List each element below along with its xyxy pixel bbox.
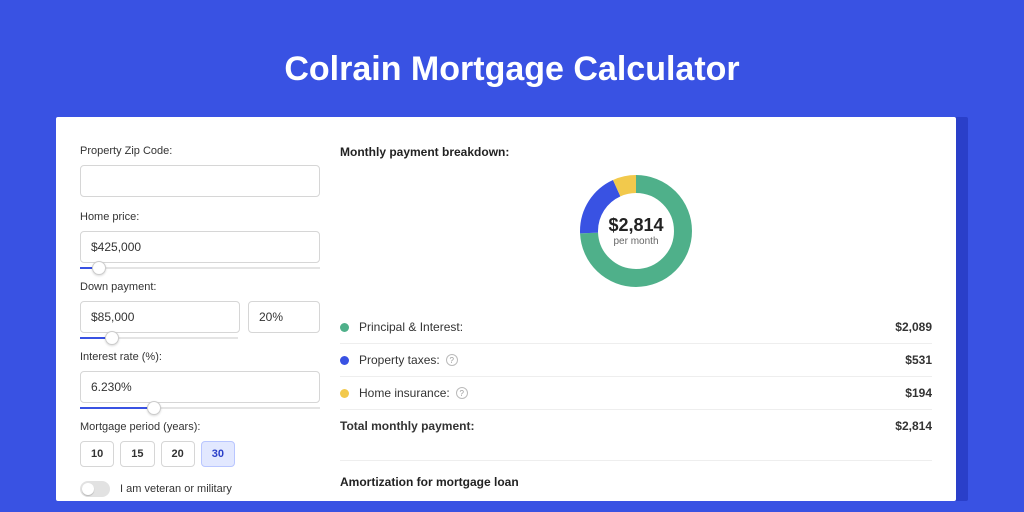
- veteran-toggle[interactable]: [80, 481, 110, 497]
- amortization-text: Amortization for a mortgage loan refers …: [340, 499, 932, 501]
- calculator-card: Property Zip Code: Home price: Down paym…: [56, 117, 956, 501]
- form-panel: Property Zip Code: Home price: Down paym…: [80, 145, 320, 501]
- zip-label: Property Zip Code:: [80, 145, 320, 157]
- period-button-15[interactable]: 15: [120, 441, 154, 467]
- interest-slider[interactable]: [80, 401, 320, 415]
- period-button-10[interactable]: 10: [80, 441, 114, 467]
- legend-dot: [340, 356, 349, 365]
- period-button-20[interactable]: 20: [161, 441, 195, 467]
- period-field: Mortgage period (years): 1015 2030: [80, 421, 320, 467]
- legend-value: $531: [905, 353, 932, 367]
- legend-row: Home insurance:?$194: [340, 377, 932, 410]
- breakdown-panel: Monthly payment breakdown: $2,814 per mo…: [340, 145, 932, 501]
- period-button-30[interactable]: 30: [201, 441, 235, 467]
- legend-total-row: Total monthly payment: $2,814: [340, 410, 932, 442]
- donut-wrap: $2,814 per month: [340, 169, 932, 293]
- total-value: $2,814: [895, 419, 932, 433]
- legend: Principal & Interest:$2,089Property taxe…: [340, 311, 932, 410]
- home-price-label: Home price:: [80, 211, 320, 223]
- home-price-slider[interactable]: [80, 261, 320, 275]
- legend-row: Principal & Interest:$2,089: [340, 311, 932, 344]
- legend-value: $2,089: [895, 320, 932, 334]
- down-payment-label: Down payment:: [80, 281, 320, 293]
- veteran-row: I am veteran or military: [80, 481, 320, 497]
- toggle-knob: [82, 483, 94, 495]
- down-payment-input[interactable]: [80, 301, 240, 333]
- interest-label: Interest rate (%):: [80, 351, 320, 363]
- home-price-input[interactable]: [80, 231, 320, 263]
- info-icon[interactable]: ?: [446, 354, 458, 366]
- zip-input[interactable]: [80, 165, 320, 197]
- donut-sub: per month: [613, 236, 658, 247]
- amortization-title: Amortization for mortgage loan: [340, 475, 932, 489]
- amortization-section: Amortization for mortgage loan Amortizat…: [340, 460, 932, 501]
- veteran-label: I am veteran or military: [120, 483, 232, 495]
- interest-input[interactable]: [80, 371, 320, 403]
- legend-label: Property taxes:?: [359, 353, 905, 367]
- down-payment-slider[interactable]: [80, 331, 238, 345]
- home-price-field: Home price:: [80, 211, 320, 275]
- down-payment-pct-input[interactable]: [248, 301, 320, 333]
- legend-label: Home insurance:?: [359, 386, 905, 400]
- legend-value: $194: [905, 386, 932, 400]
- interest-field: Interest rate (%):: [80, 351, 320, 415]
- breakdown-title: Monthly payment breakdown:: [340, 145, 932, 159]
- donut-amount: $2,814: [608, 215, 663, 236]
- period-label: Mortgage period (years):: [80, 421, 320, 433]
- legend-dot: [340, 389, 349, 398]
- total-label: Total monthly payment:: [340, 419, 895, 433]
- payment-donut-chart: $2,814 per month: [574, 169, 698, 293]
- zip-field: Property Zip Code:: [80, 145, 320, 197]
- info-icon[interactable]: ?: [456, 387, 468, 399]
- legend-dot: [340, 323, 349, 332]
- page-title: Colrain Mortgage Calculator: [56, 50, 968, 89]
- down-payment-field: Down payment:: [80, 281, 320, 345]
- card-shadow: Property Zip Code: Home price: Down paym…: [56, 117, 968, 501]
- legend-label: Principal & Interest:: [359, 320, 895, 334]
- legend-row: Property taxes:?$531: [340, 344, 932, 377]
